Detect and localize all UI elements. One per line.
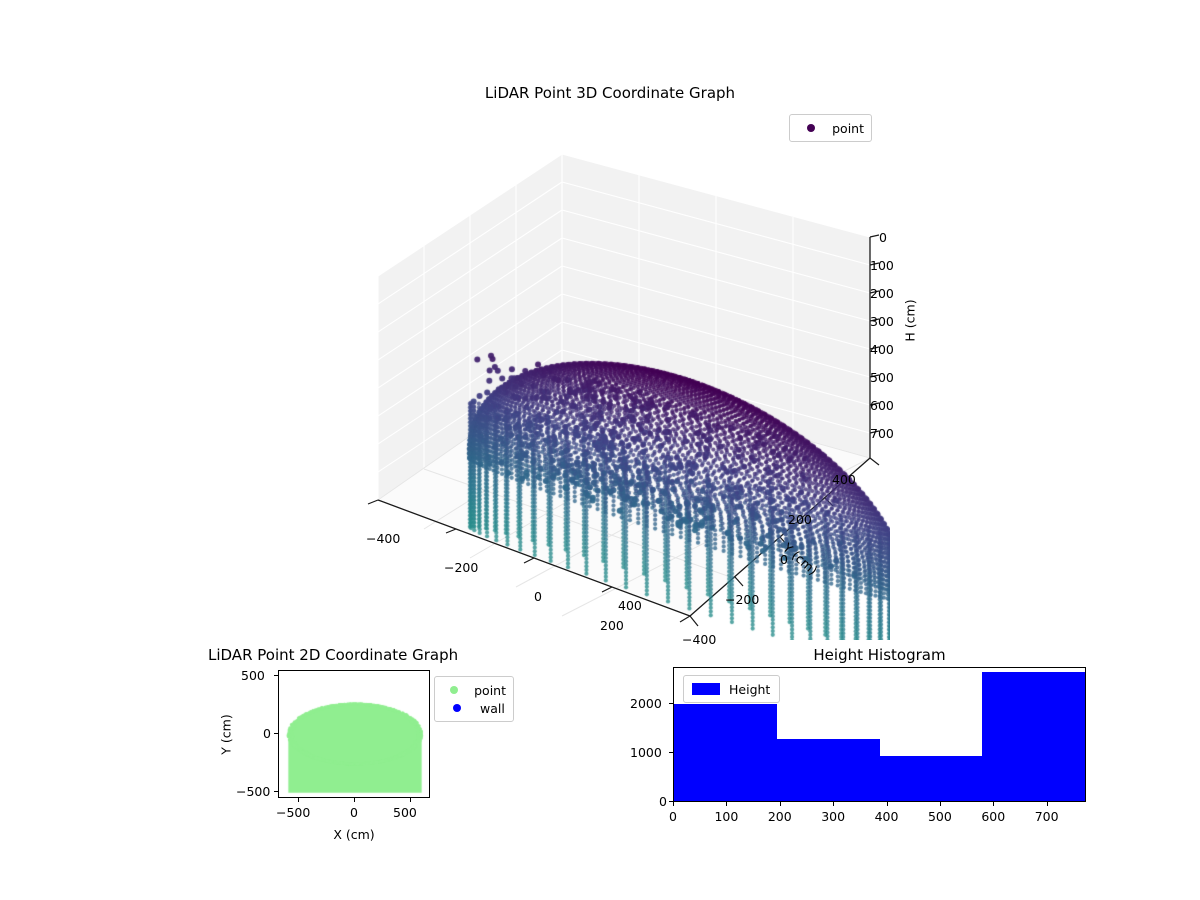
xhist-tick-mark xyxy=(886,802,888,806)
z-tick-500: 500 xyxy=(870,370,894,385)
xhist-tick-label: 400 xyxy=(874,809,899,824)
histogram-bar xyxy=(879,756,983,801)
x2d-tick-m500: −500 xyxy=(276,805,311,820)
legend-item-wall[interactable]: wall xyxy=(442,699,506,717)
y2d-tick-mark-0 xyxy=(274,733,278,735)
x2d-axis-label: X (cm) xyxy=(333,827,375,842)
xhist-tick-label: 500 xyxy=(927,809,952,824)
chart-2d-title: LiDAR Point 2D Coordinate Graph xyxy=(208,646,459,664)
point-cloud-3d xyxy=(330,140,890,640)
circle-icon xyxy=(442,686,466,694)
histogram-bar xyxy=(982,672,1085,801)
xhist-tick-mark xyxy=(673,802,675,806)
chart-hist-title: Height Histogram xyxy=(813,646,946,664)
xhist-tick-mark xyxy=(833,802,835,806)
circle-icon xyxy=(797,124,824,132)
histogram-bar xyxy=(776,739,880,801)
xhist-tick-label: 200 xyxy=(767,809,792,824)
y2d-tick-mark-500 xyxy=(274,675,278,677)
chart-hist-axes[interactable] xyxy=(673,667,1086,802)
yhist-tick-mark-2000 xyxy=(669,703,673,705)
y-tick-400: 400 xyxy=(832,472,856,487)
xhist-tick-mark xyxy=(993,802,995,806)
z-tick-200: 200 xyxy=(870,286,894,301)
chart-3d-legend[interactable]: point xyxy=(789,114,872,142)
x2d-tick-mark-m500 xyxy=(298,798,300,802)
xhist-tick-mark xyxy=(939,802,941,806)
histogram-bar xyxy=(674,704,777,801)
y2d-tick-m500: −500 xyxy=(236,784,271,799)
legend-item-point[interactable]: point xyxy=(442,681,506,699)
y2d-tick-mark-m500 xyxy=(274,791,278,793)
chart-2d-axes[interactable] xyxy=(278,670,430,798)
x2d-tick-500: 500 xyxy=(393,805,417,820)
legend-label: wall xyxy=(480,700,505,716)
z-tick-100: 100 xyxy=(870,258,894,273)
y-tick-0: 0 xyxy=(780,552,788,567)
yhist-tick-mark-0 xyxy=(669,801,673,803)
z-tick-700: 700 xyxy=(870,426,894,441)
y2d-axis-label: Y (cm) xyxy=(218,714,234,755)
chart-hist-legend[interactable]: Height xyxy=(683,675,780,703)
yhist-tick-mark-1000 xyxy=(669,752,673,754)
x-tick-m200: −200 xyxy=(444,560,479,575)
legend-item-height[interactable]: Height xyxy=(691,680,772,698)
xhist-tick-label: 300 xyxy=(821,809,846,824)
y-tick-m400: −400 xyxy=(682,632,717,647)
circle-icon xyxy=(442,704,472,712)
x-tick-400: 400 xyxy=(618,598,642,613)
x2d-tick-0: 0 xyxy=(350,805,358,820)
z-tick-600: 600 xyxy=(870,398,894,413)
z-axis-label: H (cm) xyxy=(902,299,918,342)
y2d-tick-0: 0 xyxy=(263,726,271,741)
z-tick-300: 300 xyxy=(870,314,894,329)
xhist-tick-label: 700 xyxy=(1034,809,1059,824)
xhist-tick-mark xyxy=(779,802,781,806)
rectangle-icon xyxy=(691,683,721,695)
xhist-tick-label: 0 xyxy=(669,809,677,824)
legend-label: point xyxy=(832,120,864,136)
y2d-tick-500: 500 xyxy=(241,668,265,683)
x-tick-200: 200 xyxy=(600,618,624,633)
xhist-tick-label: 100 xyxy=(714,809,739,824)
y-tick-200: 200 xyxy=(788,512,812,527)
yhist-tick-0: 0 xyxy=(659,794,667,809)
x2d-tick-mark-0 xyxy=(354,798,356,802)
xhist-tick-mark xyxy=(1046,802,1048,806)
chart-2d-legend[interactable]: point wall xyxy=(434,676,514,722)
x-tick-m400: −400 xyxy=(366,531,401,546)
x2d-tick-mark-500 xyxy=(410,798,412,802)
yhist-tick-2000: 2000 xyxy=(630,696,662,711)
xhist-tick-mark xyxy=(726,802,728,806)
z-tick-400: 400 xyxy=(870,342,894,357)
legend-label: Height xyxy=(729,681,771,697)
legend-label: point xyxy=(474,682,506,698)
chart-3d-axes[interactable] xyxy=(330,140,890,640)
x-tick-0: 0 xyxy=(534,589,542,604)
z-tick-0: 0 xyxy=(879,230,887,245)
point-cloud-2d xyxy=(279,671,429,797)
y-tick-m200: −200 xyxy=(725,592,760,607)
chart-3d-title: LiDAR Point 3D Coordinate Graph xyxy=(484,84,736,102)
xhist-tick-label: 600 xyxy=(981,809,1006,824)
yhist-tick-1000: 1000 xyxy=(630,745,662,760)
legend-item-point[interactable]: point xyxy=(797,119,864,137)
